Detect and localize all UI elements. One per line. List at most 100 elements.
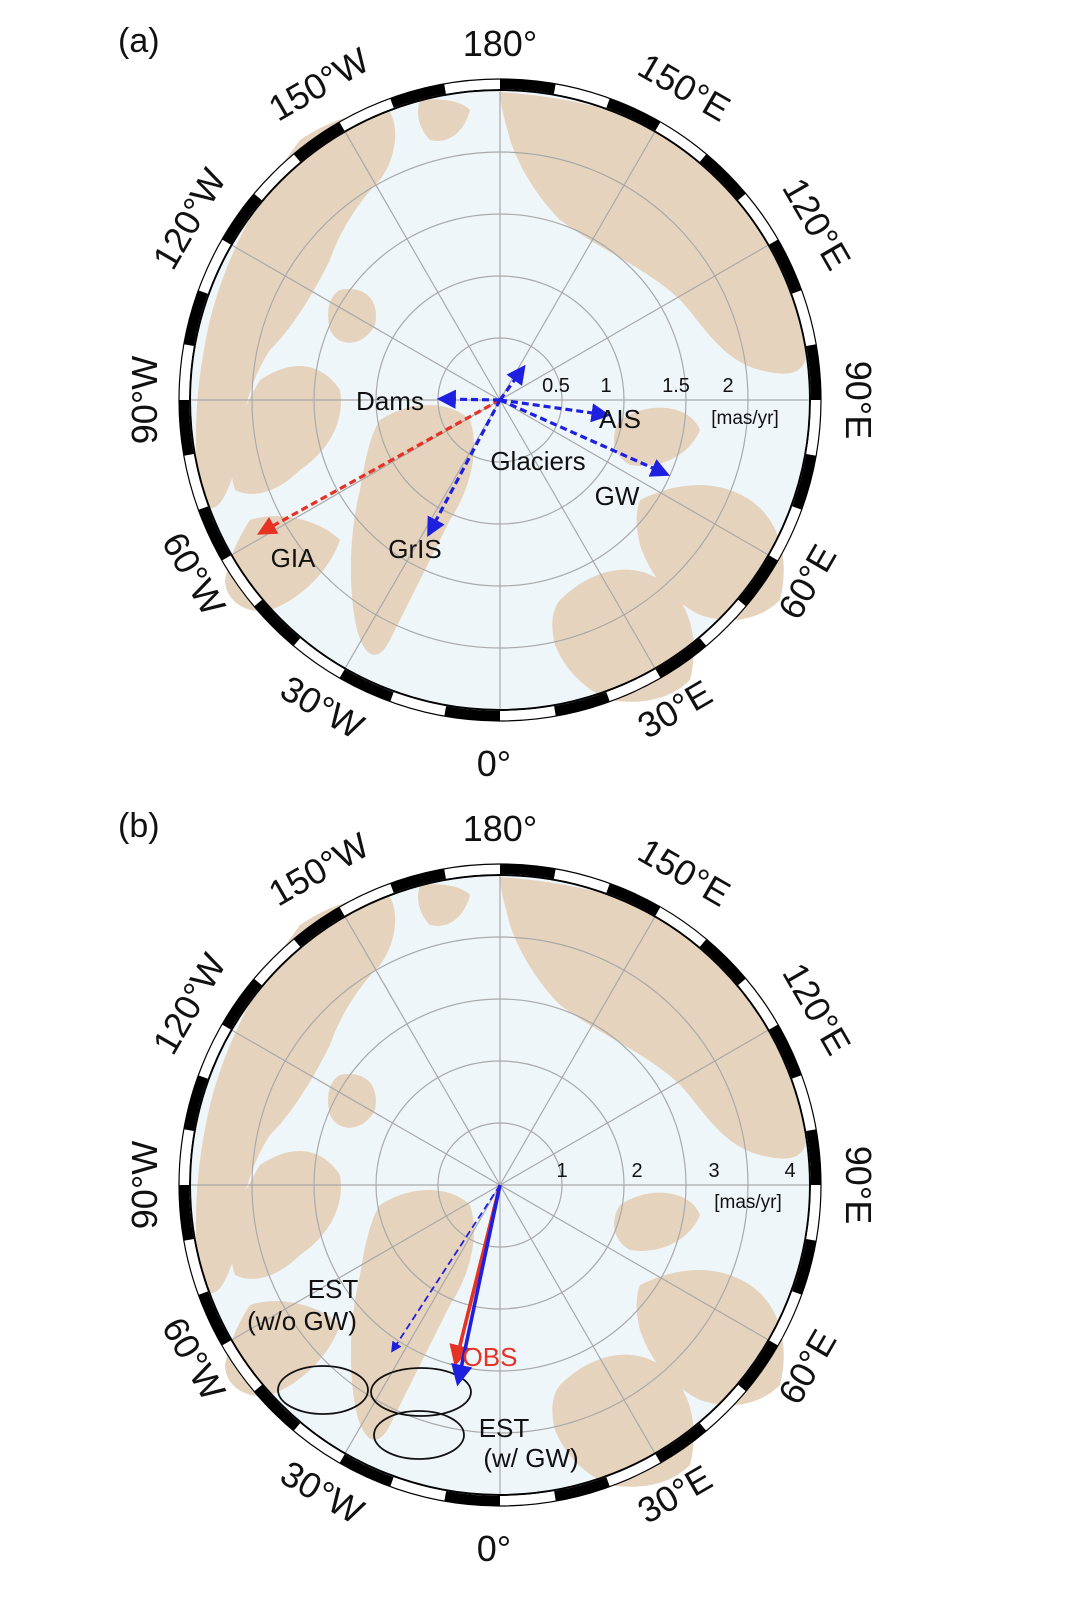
frame-segment bbox=[198, 506, 231, 561]
frame-segment bbox=[655, 1423, 707, 1463]
ring-label-b-3: 3 bbox=[708, 1160, 719, 1182]
frame-segment bbox=[339, 669, 394, 702]
frame-segment bbox=[699, 599, 746, 646]
frame-segment bbox=[606, 669, 661, 702]
frame-segment bbox=[444, 79, 501, 94]
ring-label-a-1: 0.5 bbox=[542, 375, 570, 397]
vector-label-gw: GW bbox=[595, 481, 640, 511]
frame-segment bbox=[444, 1491, 501, 1506]
frame-segment bbox=[553, 868, 610, 893]
unit-label-b: [mas/yr] bbox=[714, 1192, 782, 1213]
frame-segment bbox=[293, 122, 345, 162]
frame-segment bbox=[792, 290, 817, 347]
frame-segment bbox=[499, 79, 556, 94]
meridian-line bbox=[499, 399, 656, 669]
ring-label-a-2: 1 bbox=[600, 375, 611, 397]
frame-segment bbox=[198, 1291, 231, 1346]
ring-label-b-4: 4 bbox=[784, 1160, 795, 1182]
frame-segment bbox=[390, 868, 447, 893]
meridian-line bbox=[499, 1029, 769, 1186]
frame-segment bbox=[738, 978, 778, 1030]
vector-glaciers bbox=[498, 364, 526, 401]
vector-est-w-gw bbox=[451, 1184, 502, 1387]
vector-gris bbox=[427, 399, 502, 537]
frame-segment bbox=[553, 1477, 610, 1502]
frame-segment bbox=[222, 978, 262, 1030]
frame-outer-line bbox=[178, 863, 822, 1507]
uncertainty-ellipses-b bbox=[277, 1365, 472, 1460]
vectors-b bbox=[391, 1184, 502, 1387]
frame-segment bbox=[222, 193, 262, 245]
unit-label-a: [mas/yr] bbox=[711, 408, 779, 429]
graticule-b bbox=[190, 875, 810, 1495]
frame-segment bbox=[198, 239, 231, 294]
frame-segment bbox=[655, 122, 707, 162]
vector-label-glaciers: Glaciers bbox=[490, 446, 585, 476]
frame-segment bbox=[444, 706, 501, 721]
frame-segment bbox=[655, 638, 707, 678]
frame-segment bbox=[179, 399, 194, 456]
frame-segment bbox=[339, 883, 394, 916]
frame-segment bbox=[738, 193, 778, 245]
ring-label-a-4: 2 bbox=[722, 375, 733, 397]
frame-segment bbox=[222, 1340, 262, 1392]
frame-segment bbox=[738, 1340, 778, 1392]
vector-dams bbox=[436, 389, 501, 409]
meridian-line bbox=[499, 131, 656, 401]
frame-segment bbox=[806, 344, 821, 401]
meridian-line bbox=[499, 399, 769, 556]
vector-gia bbox=[256, 398, 501, 535]
frame-segment bbox=[390, 692, 447, 717]
frame-segment bbox=[792, 1075, 817, 1132]
meridian-line bbox=[231, 244, 501, 401]
vector-labels-b: EST (w/o GW) OBS EST (w/ GW) bbox=[247, 1274, 579, 1473]
frame-segment bbox=[792, 453, 817, 510]
frame-segment bbox=[699, 154, 746, 201]
vector-label-est-w-gw-sub: (w/ GW) bbox=[483, 1443, 578, 1473]
frame-segment bbox=[769, 506, 802, 561]
frame-segment bbox=[293, 638, 345, 678]
lon-label-180: 180° bbox=[463, 808, 537, 849]
frame-segment bbox=[699, 1384, 746, 1431]
lon-label-0: 0° bbox=[477, 743, 511, 784]
frame-segment bbox=[499, 864, 556, 879]
frame-segment bbox=[792, 1238, 817, 1295]
frame-segment bbox=[293, 1423, 345, 1463]
vector-label-gia: GIA bbox=[271, 543, 316, 573]
frame-segment bbox=[222, 555, 262, 607]
ring-label-b-1: 1 bbox=[556, 1160, 567, 1182]
frame-segment bbox=[655, 907, 707, 947]
frame-segment bbox=[183, 1238, 208, 1295]
lon-label-180: 180° bbox=[463, 23, 537, 64]
vector-label-dams: Dams bbox=[356, 386, 424, 416]
frame-segment bbox=[390, 83, 447, 108]
scale-b: 1 2 3 4 [mas/yr] bbox=[556, 1160, 795, 1213]
meridian-line bbox=[231, 1184, 501, 1341]
frame-segment bbox=[806, 1129, 821, 1186]
frame-segment bbox=[183, 290, 208, 347]
lon-label-90e: 90°E bbox=[838, 1146, 879, 1224]
frame-segment bbox=[769, 1024, 802, 1079]
frame-ticks-b bbox=[178, 863, 822, 1507]
lon-label-0: 0° bbox=[477, 1528, 511, 1569]
panel-label-b: (b) bbox=[118, 807, 160, 845]
frame-segment bbox=[183, 453, 208, 510]
frame-segment bbox=[806, 1184, 821, 1241]
frame-segment bbox=[606, 883, 661, 916]
frame-segment bbox=[806, 399, 821, 456]
frame-segment bbox=[293, 907, 345, 947]
frame-segment bbox=[179, 1129, 194, 1186]
ring-label-b-2: 2 bbox=[631, 1160, 642, 1182]
meridian-line bbox=[231, 1029, 501, 1186]
panel-label-a: (a) bbox=[118, 22, 160, 60]
frame-segment bbox=[390, 1477, 447, 1502]
frame-segment bbox=[444, 864, 501, 879]
vectors-a bbox=[256, 364, 671, 537]
meridian-line bbox=[344, 916, 501, 1186]
vector-gw bbox=[499, 398, 671, 477]
frame-segment bbox=[553, 692, 610, 717]
frame-segment bbox=[339, 1454, 394, 1487]
frame-segment bbox=[769, 239, 802, 294]
meridian-line bbox=[344, 131, 501, 401]
